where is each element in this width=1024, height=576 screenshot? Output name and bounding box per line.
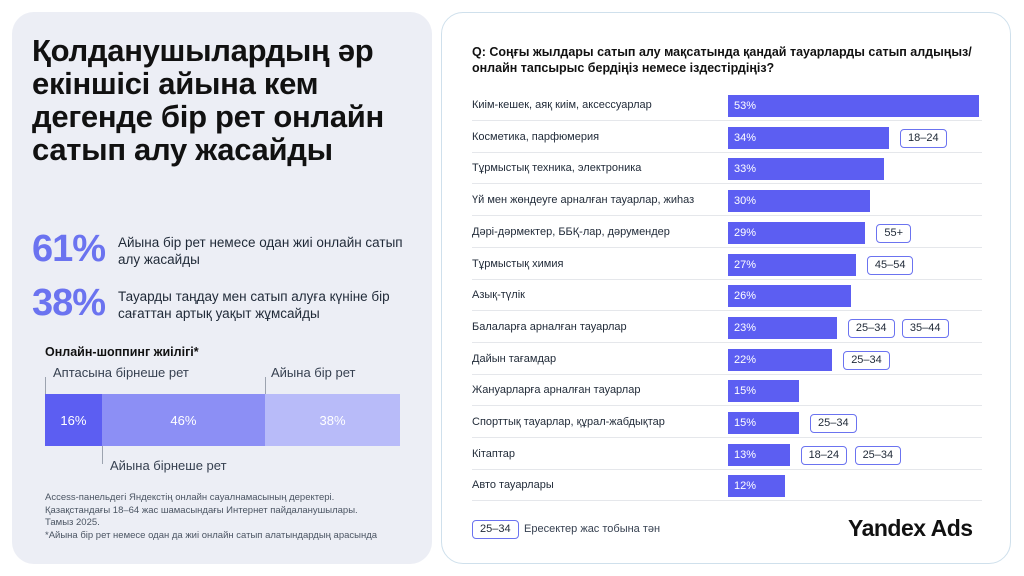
- stat-value: 61%: [32, 228, 106, 270]
- bar-value-label: 33%: [734, 163, 757, 176]
- chart-row: Спорттық тауарлар, құрал-жабдықтар 15% 25–…: [472, 407, 982, 438]
- category-label: Тұрмыстық техника, электроника: [472, 162, 642, 175]
- bar-value-label: 26%: [734, 290, 757, 303]
- age-group-badge: 45–54: [866, 255, 914, 275]
- age-group-badge: 35–44: [901, 318, 949, 338]
- footnote-line: *Айына бір рет немесе одан да жиі онлайн…: [45, 529, 378, 541]
- frequency-tick: [265, 377, 266, 394]
- bar: [728, 475, 785, 498]
- bar: [728, 158, 885, 181]
- chart-row: Үй мен жөндеуге арналған тауарлар, жиһаз…: [472, 185, 982, 217]
- left-panel: [12, 12, 432, 564]
- legend-text: Ересектер жас тобына тән: [524, 523, 661, 535]
- category-label: Дәрі-дәрмектер, ББҚ-лар, дәрумендер: [472, 225, 670, 238]
- category-bar-chart: Киім-кешек, аяқ киім, аксессуарлар 53% Кос…: [472, 90, 992, 510]
- bar-value-label: 22%: [734, 353, 757, 366]
- frequency-title: Онлайн-шоппинг жиілігі*: [45, 345, 199, 359]
- age-group-badge: 25–34: [854, 445, 902, 465]
- footnote-line: Қазақстандағы 18–64 жас шамасындағы Инте…: [45, 504, 358, 516]
- chart-row: Авто тауарлары 12%: [472, 470, 982, 502]
- category-label: Дайын тағамдар: [472, 352, 557, 365]
- category-label: Жануарларға арналған тауарлар: [472, 384, 641, 397]
- chart-row: Тұрмыстық химия 27% 45–54: [472, 249, 982, 280]
- frequency-segment: 46%: [101, 394, 266, 446]
- category-label: Тұрмыстық химия: [472, 257, 564, 270]
- bar: [728, 316, 837, 339]
- frequency-label-monthly-once: Айына бір рет: [271, 365, 356, 380]
- footnote-line: Access-панельдегі Яндекстің онлайн сауал…: [45, 492, 335, 503]
- age-group-badge: 25–34: [847, 318, 895, 338]
- bar: [728, 221, 866, 244]
- survey-question: Q: Соңғы жылдары сатып алу мақсатында қа…: [472, 45, 972, 75]
- age-group-badge: 55+: [876, 223, 911, 243]
- category-label: Кітаптар: [472, 447, 515, 460]
- category-label: Киім-кешек, аяқ киім, аксессуарлар: [472, 99, 652, 111]
- stat-time: 38% Тауарды таңдау мен сатып алуға күнін…: [32, 282, 422, 326]
- chart-row: Кітаптар 13% 18–24 25–34: [472, 439, 982, 470]
- stat-text: Айына бір рет немесе одан жиі онлайн сат…: [118, 235, 403, 267]
- category-label: Косметика, парфюмерия: [472, 130, 600, 143]
- chart-row: Дайын тағамдар 22% 25–34: [472, 344, 982, 375]
- chart-row: Косметика, парфюмерия 34% 18–24: [472, 122, 982, 153]
- stat-value: 38%: [32, 282, 106, 324]
- bar-value-label: 27%: [734, 258, 757, 271]
- bar-value-label: 13%: [734, 448, 757, 461]
- age-group-badge: 25–34: [843, 350, 890, 370]
- chart-row: Дәрі-дәрмектер, ББҚ-лар, дәрумендер 29% 55…: [472, 217, 982, 248]
- age-group-badge: 18–24: [900, 128, 947, 148]
- stat-monthly: 61% Айына бір рет немесе одан жиі онлайн…: [32, 228, 422, 272]
- category-label: Үй мен жөндеуге арналған тауарлар, жиһаз: [472, 194, 695, 207]
- category-label: Азық-түлік: [472, 289, 525, 302]
- bar: [728, 412, 800, 434]
- bar: [728, 190, 871, 213]
- bar: [728, 443, 790, 466]
- chart-row: Жануарларға арналған тауарлар 15%: [472, 375, 982, 407]
- age-group-badge: 25–34: [810, 414, 857, 433]
- frequency-label-weekly: Аптасына бірнеше рет: [53, 365, 189, 380]
- stat-text: Тауарды таңдау мен сатып алуға күніне бі…: [118, 289, 390, 321]
- bar-value-label: 15%: [734, 385, 757, 398]
- category-label: Авто тауарлары: [472, 479, 554, 492]
- bar: [728, 380, 800, 403]
- category-label: Спорттық тауарлар, құрал-жабдықтар: [472, 416, 665, 428]
- bar-value-label: 15%: [734, 417, 757, 429]
- legend-age-badge: 25–34: [472, 520, 519, 539]
- bar-value-label: 53%: [734, 100, 757, 112]
- bar: [728, 348, 833, 371]
- chart-row: Тұрмыстық техника, электроника 33%: [472, 153, 982, 185]
- chart-row: Азық-түлік 26%: [472, 280, 982, 312]
- bar-value-label: 29%: [734, 226, 757, 239]
- chart-row: Балаларға арналған тауарлар 23% 25–34 35–44: [472, 312, 982, 343]
- bar-value-label: 30%: [734, 195, 757, 208]
- frequency-tick: [102, 446, 103, 464]
- frequency-segment: 16%: [45, 394, 102, 446]
- frequency-label-monthly-several: Айына бірнеше рет: [110, 458, 227, 473]
- bar: [728, 126, 890, 149]
- age-group-badge: 18–24: [800, 445, 848, 465]
- frequency-tick: [45, 377, 46, 394]
- frequency-segment: 38%: [265, 394, 400, 446]
- headline: Қолданушылардың әр екіншісі айына кем де…: [32, 33, 384, 167]
- bar: [728, 253, 856, 276]
- category-label: Балаларға арналған тауарлар: [472, 320, 627, 333]
- bar-value-label: 23%: [734, 321, 757, 334]
- bar: [728, 95, 979, 117]
- bar-value-label: 12%: [734, 480, 757, 493]
- bar-value-label: 34%: [734, 131, 757, 144]
- footnote-line: Тамыз 2025.: [45, 517, 100, 528]
- chart-row: Киім-кешек, аяқ киім, аксессуарлар 53%: [472, 90, 982, 121]
- footnote: Access-панельдегі Яндекстің онлайн сауал…: [45, 492, 415, 542]
- yandex-ads-logo: Yandex Ads: [848, 515, 973, 541]
- frequency-bar: 16% 46% 38%: [45, 394, 400, 446]
- bar: [728, 285, 852, 308]
